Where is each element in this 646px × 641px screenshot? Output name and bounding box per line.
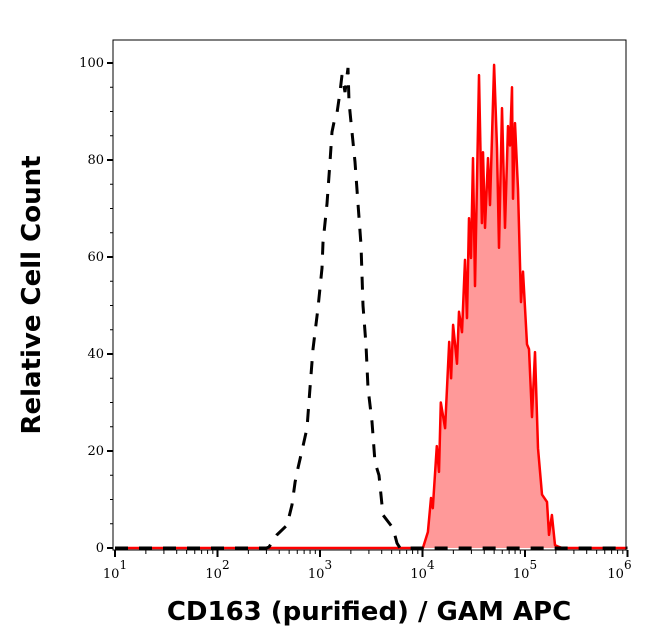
x-tick-label: 101	[103, 558, 127, 582]
plot-frame	[112, 39, 627, 551]
x-axis-label: CD163 (purified) / GAM APC	[167, 597, 571, 627]
x-tick-label: 105	[513, 558, 537, 582]
y-axis-label: Relative Cell Count	[17, 155, 47, 434]
y-tick-label: 60	[87, 250, 104, 265]
x-tick-label: 104	[410, 558, 435, 582]
y-tick-label: 80	[87, 153, 104, 168]
y-tick-label: 0	[96, 541, 104, 556]
y-tick-label: 100	[79, 56, 104, 71]
axes-layer: 0 20 40 60 80 100 101 102 103 104 105 106	[79, 56, 631, 582]
x-tick-label: 106	[607, 558, 631, 582]
series-fill-area	[115, 64, 628, 549]
y-tick-label: 40	[87, 347, 104, 362]
series-line-red	[115, 63, 628, 550]
x-tick-label: 102	[205, 558, 229, 582]
y-tick-label: 20	[87, 444, 104, 459]
series-line-dashed	[115, 67, 628, 550]
series-layer	[115, 63, 628, 550]
x-tick-label: 103	[308, 558, 332, 582]
